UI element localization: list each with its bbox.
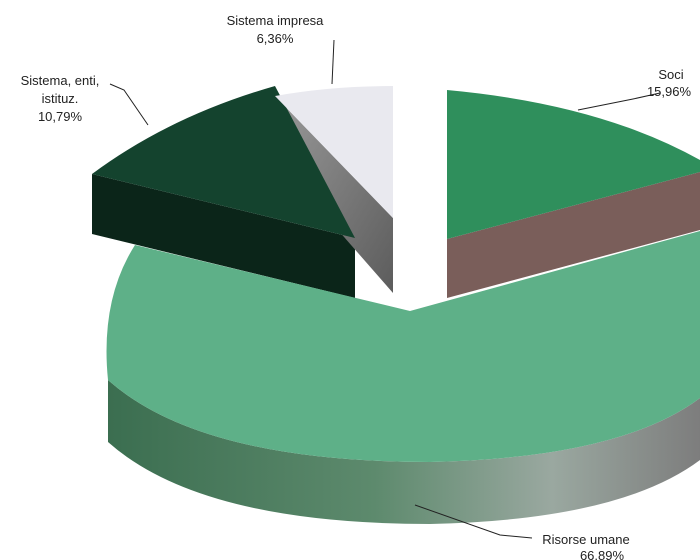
label-soci-value: 15,96%: [647, 84, 692, 99]
leader-line-sistema-impresa: [331, 39, 335, 85]
slice-soci-side: [447, 172, 700, 298]
label-sistema-impresa-name: Sistema impresa: [227, 13, 325, 28]
label-sistema-impresa-value: 6,36%: [257, 31, 294, 46]
label-sistema-enti-value: 10,79%: [38, 109, 83, 124]
slice-soci: [447, 90, 700, 239]
leader-line-risorse-umane: [414, 504, 533, 539]
label-sistema-enti-name: Sistema, enti,: [21, 73, 100, 88]
leader-line-sistema-enti: [109, 83, 149, 126]
slice-sistema-impresa: [275, 86, 393, 218]
label-risorse-umane-name: Risorse umane: [542, 532, 629, 547]
label-soci-name: Soci: [658, 67, 683, 82]
leader-lines: [109, 39, 661, 539]
slice-risorse-umane-side: [108, 310, 700, 524]
label-risorse-umane-value: 66,89%: [580, 548, 625, 560]
slice-sistema-enti: [92, 86, 355, 238]
slice-risorse-umane: [106, 231, 700, 462]
label-sistema-enti-name-2: istituz.: [42, 91, 79, 106]
slice-sistema-enti-side: [92, 174, 355, 298]
slice-tops: [92, 86, 700, 462]
slice-labels: Sistema impresa 6,36% Soci 15,96% Sistem…: [21, 13, 692, 560]
leader-line-soci: [577, 92, 661, 111]
